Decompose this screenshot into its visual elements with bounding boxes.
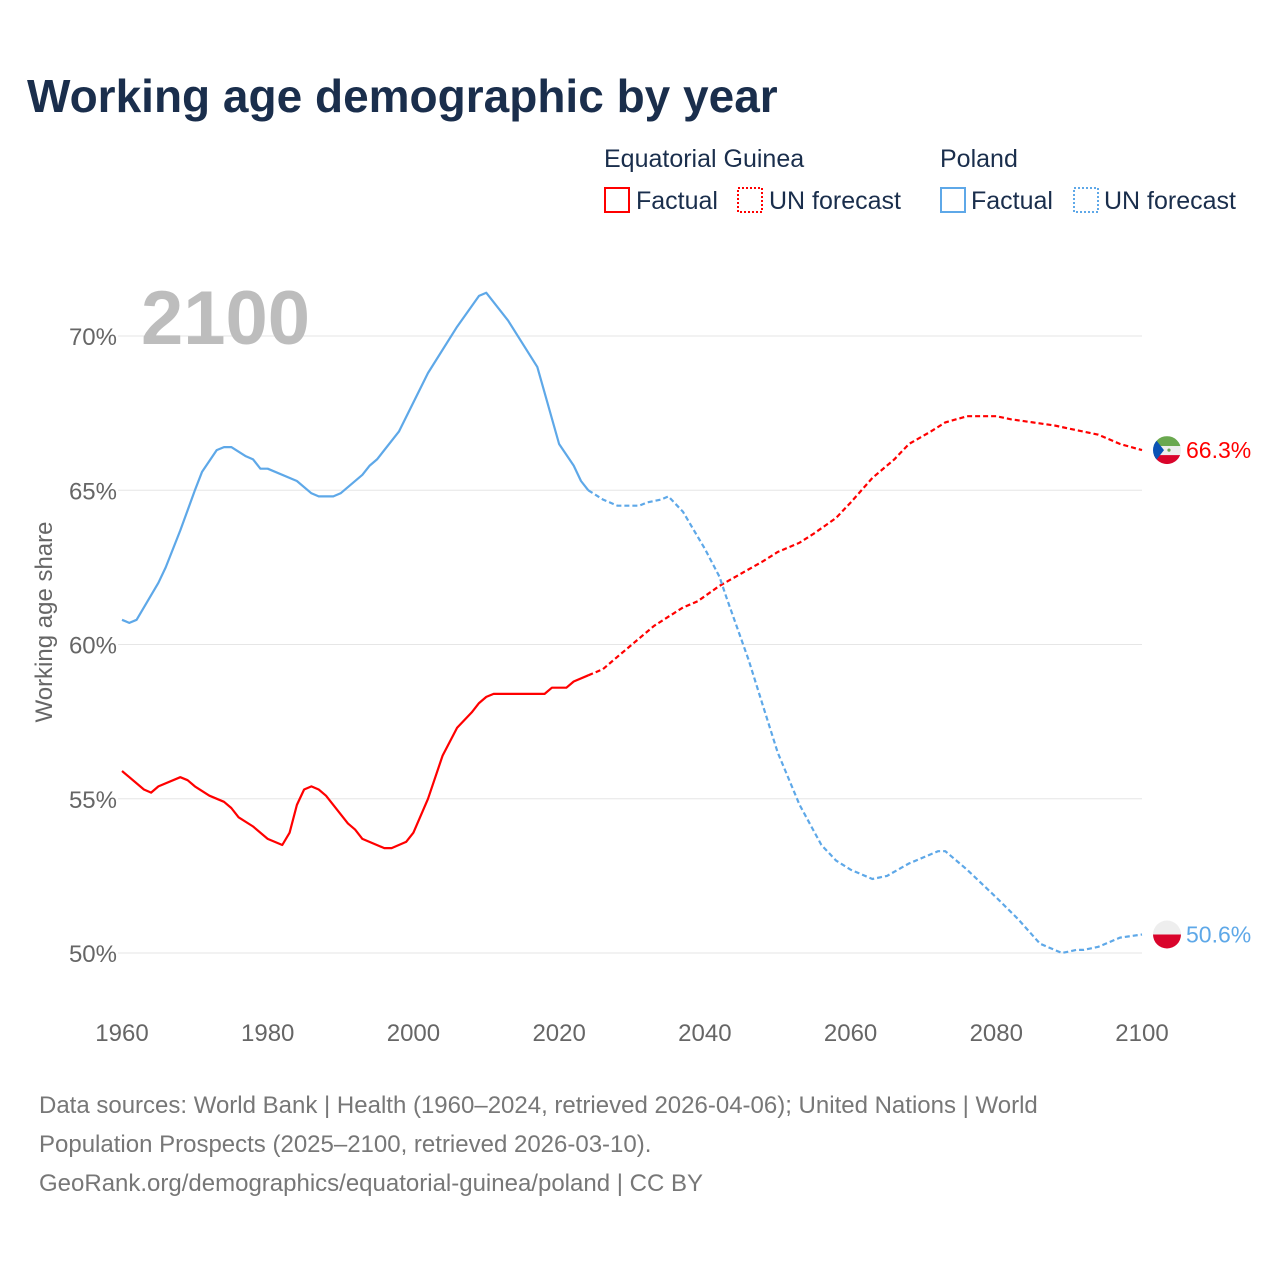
y-tick-label: 50% bbox=[69, 941, 117, 968]
x-axis-ticks: 1960 1980 2000 2020 2040 2060 2080 2100 bbox=[95, 1020, 1168, 1047]
line-poland-factual bbox=[121, 291, 590, 624]
gridlines bbox=[118, 335, 1142, 954]
line-equatorial-guinea-factual bbox=[121, 674, 589, 850]
legend-swatch-pl-forecast[interactable] bbox=[1073, 187, 1099, 213]
flag-poland-icon bbox=[1153, 920, 1181, 949]
line-equatorial-guinea-forecast bbox=[587, 415, 1143, 677]
footer-link[interactable]: GeoRank.org/demographics/equatorial-guin… bbox=[39, 1170, 703, 1197]
legend-label-pl-forecast[interactable]: UN forecast bbox=[1104, 187, 1236, 215]
y-axis-ticks: 50% 55% 60% 65% 70% bbox=[69, 324, 117, 968]
x-tick-label: 1960 bbox=[95, 1020, 148, 1047]
y-tick-label: 70% bbox=[69, 324, 117, 351]
y-tick-label: 65% bbox=[69, 478, 117, 505]
footer-sources-line2: Population Prospects (2025–2100, retriev… bbox=[39, 1131, 651, 1158]
chart-title: Working age demographic by year bbox=[27, 70, 778, 122]
end-label-poland: 50.6% bbox=[1186, 922, 1251, 948]
series-lines bbox=[121, 291, 1143, 955]
x-tick-label: 2000 bbox=[387, 1020, 440, 1047]
y-axis-label: Working age share bbox=[31, 522, 58, 723]
legend-group-equatorial-guinea: Equatorial Guinea bbox=[604, 145, 804, 173]
legend-label-eg-forecast[interactable]: UN forecast bbox=[769, 187, 901, 215]
footer: Data sources: World Bank | Health (1960–… bbox=[39, 1092, 1038, 1197]
legend-swatch-eg-factual[interactable] bbox=[604, 187, 630, 213]
x-tick-label: 2040 bbox=[678, 1020, 731, 1047]
end-label-equatorial-guinea: 66.3% bbox=[1186, 437, 1251, 463]
legend: Equatorial Guinea Factual UN forecast Po… bbox=[604, 145, 1236, 215]
x-tick-label: 2080 bbox=[970, 1020, 1023, 1047]
x-tick-label: 2060 bbox=[824, 1020, 877, 1047]
line-poland-forecast bbox=[587, 489, 1143, 955]
legend-group-poland: Poland bbox=[940, 145, 1018, 173]
footer-sources-line1: Data sources: World Bank | Health (1960–… bbox=[39, 1092, 1038, 1119]
legend-label-eg-factual[interactable]: Factual bbox=[636, 187, 718, 215]
x-tick-label: 2020 bbox=[532, 1020, 585, 1047]
legend-label-pl-factual[interactable]: Factual bbox=[971, 187, 1053, 215]
x-tick-label: 2100 bbox=[1115, 1020, 1168, 1047]
legend-swatch-eg-forecast[interactable] bbox=[737, 187, 763, 213]
x-tick-label: 1980 bbox=[241, 1020, 294, 1047]
y-tick-label: 55% bbox=[69, 787, 117, 814]
flag-equatorial-guinea-icon bbox=[1153, 436, 1181, 465]
year-label: 2100 bbox=[141, 276, 310, 361]
y-tick-label: 60% bbox=[69, 633, 117, 660]
legend-swatch-pl-factual[interactable] bbox=[940, 187, 966, 213]
